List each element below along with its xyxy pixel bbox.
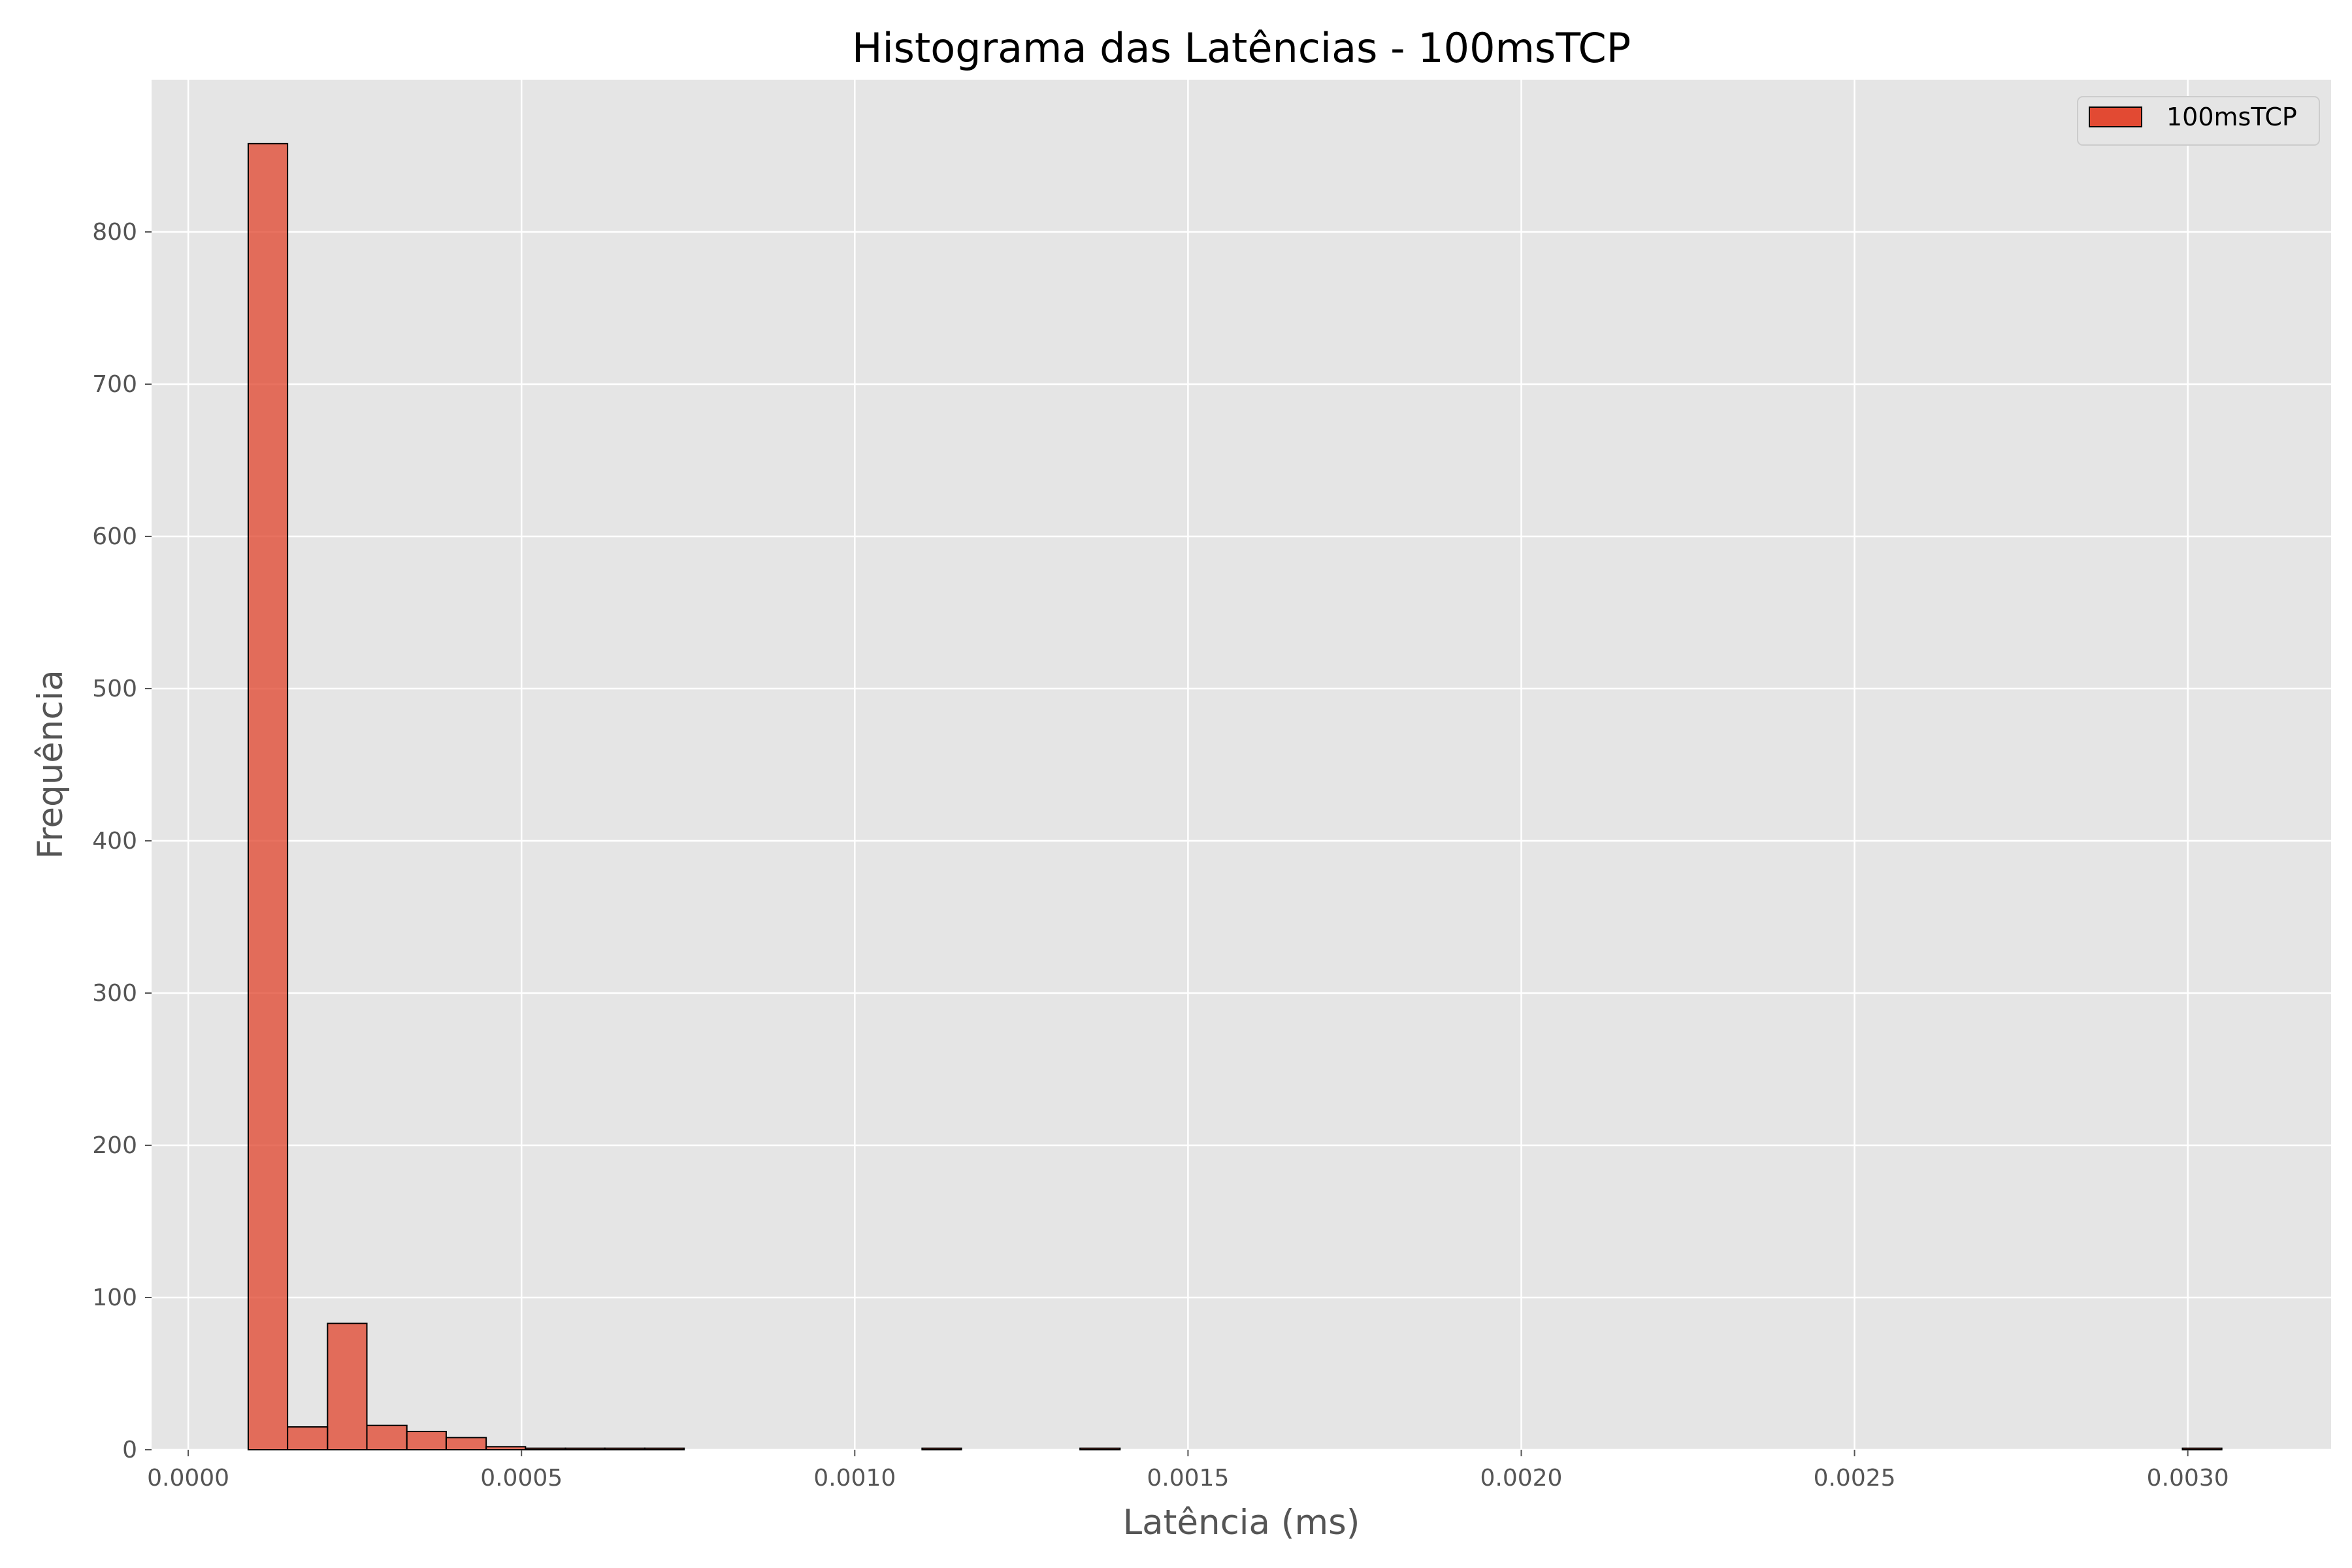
chart-title: Histograma das Latências - 100msTCP (852, 24, 1631, 72)
y-tick-label: 0 (122, 1437, 137, 1463)
x-tick-label: 0.0010 (813, 1465, 896, 1492)
y-tick-label: 300 (92, 980, 137, 1007)
histogram-bar (406, 1431, 447, 1451)
histogram-bar (525, 1447, 566, 1450)
histogram-bar (564, 1447, 606, 1450)
plot-background (152, 80, 2331, 1450)
histogram-bar (247, 142, 289, 1451)
y-tick-label: 200 (92, 1132, 137, 1159)
x-tick-label: 0.0020 (1480, 1465, 1562, 1492)
histogram-bar (327, 1322, 368, 1450)
x-tick-label: 0.0015 (1147, 1465, 1229, 1492)
histogram-bar (1079, 1447, 1121, 1450)
histogram-bar (604, 1447, 645, 1450)
legend-swatch (2089, 106, 2142, 127)
x-tick-label: 0.0025 (1814, 1465, 1896, 1492)
y-tick-label: 400 (92, 828, 137, 855)
histogram-bar (2181, 1447, 2223, 1450)
grid-lines (152, 80, 2331, 1451)
histogram-bar (644, 1447, 685, 1450)
x-tick-label: 0.0030 (2147, 1465, 2229, 1492)
y-tick-label: 100 (92, 1284, 137, 1311)
y-axis-label: Frequência (31, 670, 71, 859)
histogram-bar (485, 1446, 527, 1451)
y-tick-label: 500 (92, 676, 137, 702)
x-axis-label: Latência (ms) (1123, 1503, 1360, 1543)
x-tick-label: 0.0005 (480, 1465, 563, 1492)
y-axis-ticks: 0 100 200 300 400 500 600 700 800 (92, 219, 152, 1463)
y-tick-label: 800 (92, 219, 137, 246)
histogram-bar (445, 1437, 487, 1451)
y-tick-label: 700 (92, 371, 137, 398)
histogram-bar (287, 1426, 329, 1451)
histogram-bar (921, 1447, 962, 1450)
histogram-bar (366, 1424, 408, 1450)
legend-label: 100msTCP (2166, 103, 2297, 131)
y-tick-label: 600 (92, 523, 137, 550)
legend: 100msTCP (2077, 96, 2320, 146)
x-axis-ticks: 0.0000 0.0005 0.0010 0.0015 0.0020 0.0025 0.00… (147, 1450, 2229, 1492)
histogram-bars (247, 142, 2223, 1451)
x-tick-label: 0.0000 (147, 1465, 229, 1492)
